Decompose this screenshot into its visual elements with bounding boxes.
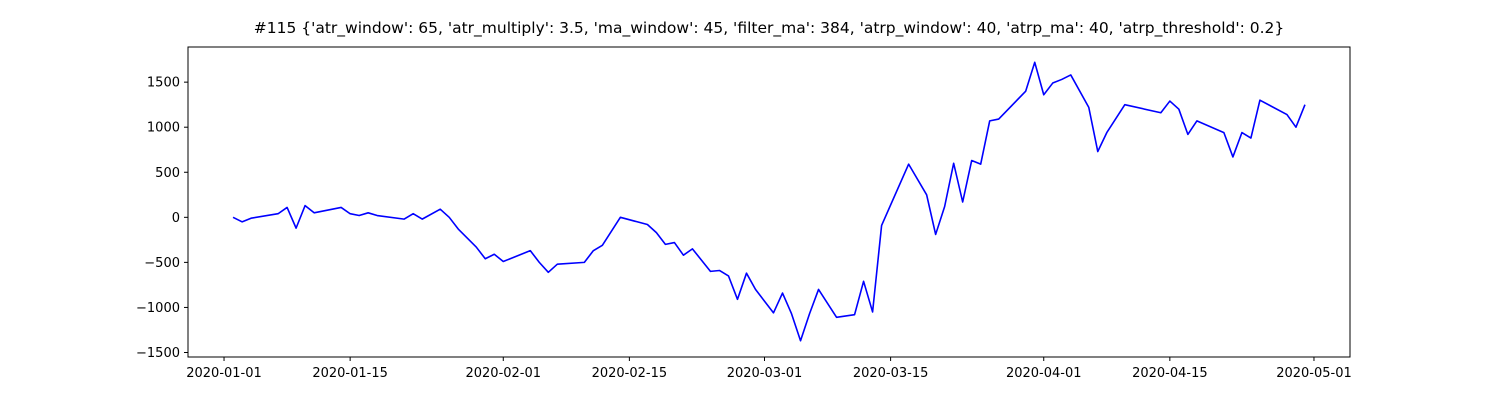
x-tick-label: 2020-01-01 <box>186 366 262 381</box>
x-tick-label: 2020-02-15 <box>592 366 668 381</box>
y-tick-label: 1000 <box>147 121 180 136</box>
line-series <box>232 61 1306 342</box>
y-tick-label: 1500 <box>147 76 180 91</box>
x-tick-label: 2020-03-15 <box>853 366 929 381</box>
plot-frame <box>187 46 1351 358</box>
x-tick-label: 2020-05-01 <box>1276 366 1352 381</box>
y-tick-label: 0 <box>172 211 180 226</box>
chart-title: #115 {'atr_window': 65, 'atr_multiply': … <box>254 19 1285 38</box>
x-tick-label: 2020-02-01 <box>465 366 541 381</box>
y-tick-label: −1000 <box>136 301 180 316</box>
y-tick-label: −1500 <box>136 346 180 361</box>
y-tick-label: −500 <box>144 256 180 271</box>
x-tick-label: 2020-01-15 <box>312 366 388 381</box>
x-tick-label: 2020-04-15 <box>1132 366 1208 381</box>
x-tick-label: 2020-04-01 <box>1006 366 1082 381</box>
y-tick-label: 500 <box>155 166 180 181</box>
x-tick-label: 2020-03-01 <box>727 366 803 381</box>
